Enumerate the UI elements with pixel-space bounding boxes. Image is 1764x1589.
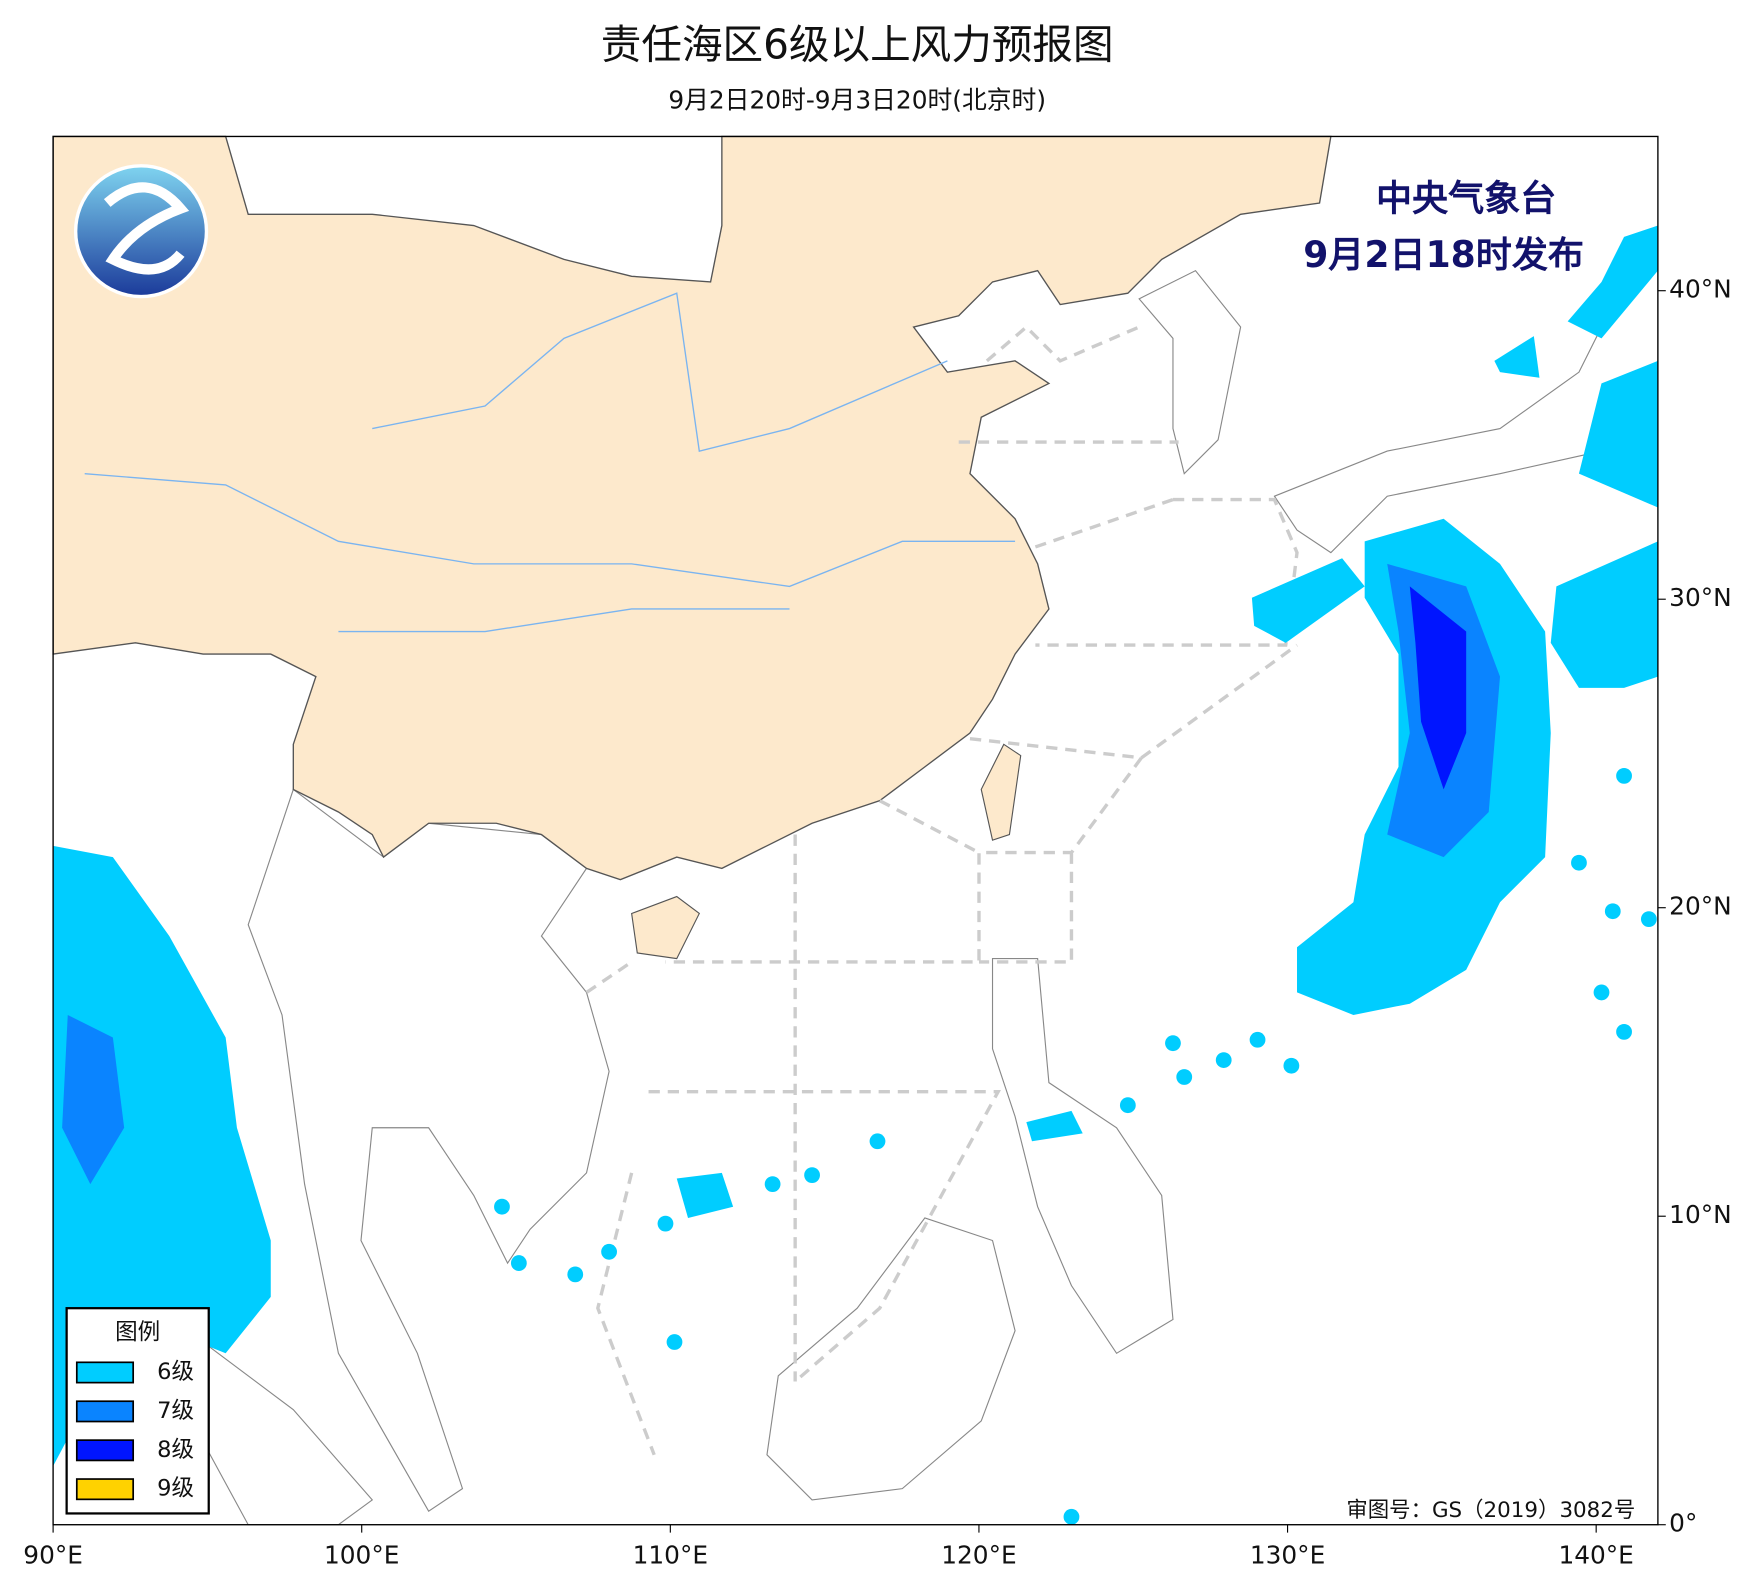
wind-area: [62, 1014, 125, 1185]
wind-spot: [1283, 1057, 1300, 1074]
wind-spot: [510, 1255, 527, 1271]
wind-spot: [666, 1334, 683, 1350]
wind-spot: [804, 1167, 820, 1184]
legend-title: 图例: [115, 1320, 160, 1346]
legend-label: 6级: [157, 1359, 194, 1385]
title: 责任海区6级以上风力预报图: [601, 20, 1114, 68]
wind-area: [1550, 541, 1658, 688]
legend-label: 9级: [157, 1476, 194, 1502]
wind-spot: [1604, 903, 1621, 920]
wind-spot: [1063, 1508, 1080, 1525]
axes: 90°E 100°E 110°E 120°E 130°E 140°E 0° 10°N 20°N 3…: [23, 275, 1731, 1570]
wind-area: [1251, 558, 1365, 643]
wind-spot: [1165, 1035, 1181, 1052]
y-tick-label: 30°N: [1669, 583, 1732, 612]
wind-spot: [1593, 984, 1610, 1001]
wind-area: [1494, 336, 1540, 378]
land-hainan: [631, 895, 701, 960]
wind-spot: [1119, 1097, 1136, 1114]
land-korea: [1138, 269, 1242, 475]
approval-number: 审图号：GS（2019）3082号: [1346, 1498, 1635, 1523]
x-tick-label: 100°E: [324, 1540, 399, 1569]
logo-mark: [103, 182, 190, 275]
land-china: [52, 135, 1332, 881]
x-tick-label: 110°E: [633, 1540, 708, 1569]
legend-swatch: [75, 1361, 135, 1384]
x-tick-label: 120°E: [941, 1540, 1016, 1569]
wind-area: [676, 1172, 734, 1218]
land-borneo: [766, 1217, 1016, 1501]
wind-spot: [494, 1198, 510, 1215]
wind-spot: [1249, 1031, 1266, 1048]
land-philippines: [991, 958, 1174, 1355]
land-taiwan: [980, 743, 1022, 841]
wind-spot: [567, 1266, 584, 1283]
legend-swatch: [75, 1478, 135, 1501]
y-tick-label: 10°N: [1669, 1200, 1732, 1229]
sea-zone-boundary: [585, 324, 1299, 1456]
wind-area: [1409, 586, 1467, 790]
map-frame: [52, 135, 1659, 1526]
wind-area: [1026, 1110, 1083, 1142]
y-tick-label: 0°: [1669, 1509, 1697, 1538]
wind-spot: [1640, 911, 1657, 928]
wind-area: [1567, 225, 1658, 339]
wind-spot: [764, 1176, 781, 1193]
wind-spot: [657, 1215, 674, 1232]
issued-time: 9月2日18时发布: [1303, 234, 1584, 276]
legend-label: 7级: [157, 1398, 194, 1424]
issuer-agency: 中央气象台: [1376, 178, 1556, 220]
wind-spot: [601, 1243, 617, 1260]
x-tick-label: 90°E: [23, 1540, 83, 1569]
wind-spot: [869, 1133, 886, 1150]
x-tick-label: 130°E: [1250, 1540, 1325, 1569]
wind-spot: [1176, 1069, 1193, 1085]
subtitle: 9月2日20时-9月3日20时(北京时): [668, 85, 1046, 114]
x-tick-label: 140°E: [1558, 1540, 1633, 1569]
wind-spot: [1571, 854, 1587, 871]
wind-area: [1578, 360, 1658, 508]
legend: 图例 6级 7级 8级 9级: [65, 1307, 210, 1515]
y-tick-label: 20°N: [1669, 892, 1732, 921]
legend-swatch: [75, 1400, 135, 1423]
wind-spot: [1616, 1023, 1632, 1040]
legend-swatch: [75, 1439, 135, 1462]
river: [84, 292, 1016, 633]
wind-spot: [1215, 1052, 1232, 1068]
y-tick-label: 40°N: [1669, 275, 1732, 304]
wind-spot: [1616, 767, 1632, 784]
legend-label: 8级: [157, 1437, 194, 1463]
